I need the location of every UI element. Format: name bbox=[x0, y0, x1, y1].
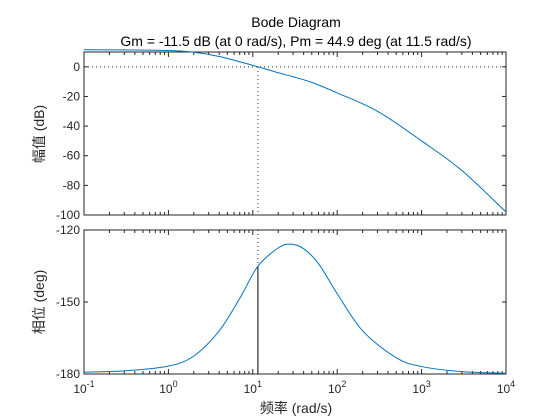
phase-panel: -120 -150 -180 相位 (deg) bbox=[31, 223, 507, 381]
x-tick-label: 10-1 bbox=[73, 379, 94, 396]
magnitude-curve bbox=[83, 49, 507, 213]
magnitude-y-tick-label: -60 bbox=[63, 149, 81, 163]
magnitude-y-tick-label: -100 bbox=[56, 208, 80, 222]
x-tick-label: 102 bbox=[328, 379, 346, 396]
x-tick-label: 103 bbox=[412, 379, 430, 396]
magnitude-y-ticks: 0 -20 -40 -60 -80 -100 bbox=[56, 60, 506, 222]
magnitude-y-tick-label: -40 bbox=[63, 119, 81, 133]
phase-x-ticks bbox=[83, 230, 507, 374]
magnitude-x-ticks bbox=[83, 52, 507, 215]
magnitude-y-axis-label: 幅值 (dB) bbox=[31, 105, 47, 163]
phase-y-tick-label: -150 bbox=[56, 295, 80, 309]
phase-y-tick-label: -180 bbox=[56, 367, 80, 381]
x-tick-label: 100 bbox=[159, 379, 177, 396]
magnitude-y-tick-label: -80 bbox=[63, 178, 81, 192]
magnitude-axes-box bbox=[83, 51, 507, 216]
x-tick-labels: 10-1 100 101 102 103 104 bbox=[73, 379, 515, 396]
magnitude-panel: 0 -20 -40 -60 -80 -100 幅值 (dB) bbox=[31, 49, 507, 222]
x-axis-label: 频率 (rad/s) bbox=[260, 400, 332, 416]
phase-y-tick-label: -120 bbox=[56, 223, 80, 237]
magnitude-y-tick-label: -20 bbox=[63, 89, 81, 103]
x-tick-label: 101 bbox=[244, 379, 262, 396]
phase-axes-box bbox=[83, 229, 507, 375]
magnitude-y-tick-label: 0 bbox=[73, 60, 80, 74]
chart-title: Bode Diagram bbox=[251, 14, 341, 30]
phase-curve bbox=[83, 243, 507, 374]
phase-y-axis-label: 相位 (deg) bbox=[31, 270, 47, 335]
x-tick-label: 104 bbox=[497, 379, 515, 396]
phase-y-ticks: -120 -150 -180 bbox=[56, 223, 506, 381]
chart-subtitle: Gm = -11.5 dB (at 0 rad/s), Pm = 44.9 de… bbox=[120, 33, 471, 49]
